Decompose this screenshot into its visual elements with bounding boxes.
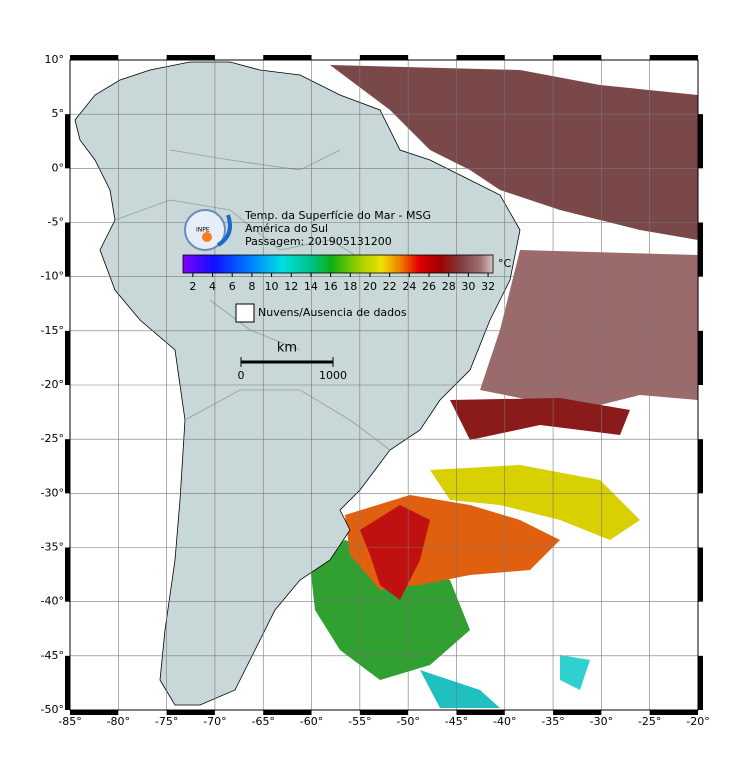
y-tick-label: -50° — [41, 703, 64, 716]
border-segment — [456, 710, 505, 715]
border-segment — [698, 114, 703, 169]
colorbar-unit: °C — [498, 257, 512, 270]
border-segment — [65, 655, 70, 710]
y-tick-label: -15° — [41, 324, 64, 337]
y-tick-label: 10° — [45, 53, 65, 66]
border-segment — [698, 547, 703, 602]
colorbar-tick-label: 14 — [304, 280, 318, 293]
border-segment — [166, 55, 215, 60]
title-line: Passagem: 201905131200 — [245, 235, 392, 248]
colorbar-tick-label: 4 — [209, 280, 216, 293]
x-tick-label: -30° — [590, 715, 613, 728]
x-tick-label: -45° — [445, 715, 468, 728]
x-tick-label: -25° — [638, 715, 661, 728]
border-segment — [65, 222, 70, 277]
colorbar-tick-label: 16 — [324, 280, 338, 293]
colorbar-ramp — [182, 254, 494, 274]
x-tick-label: -40° — [493, 715, 516, 728]
y-tick-label: -40° — [41, 595, 64, 608]
border-segment — [456, 55, 505, 60]
logo: INPE — [184, 209, 232, 251]
border-segment — [263, 710, 312, 715]
colorbar-tick-label: 32 — [481, 280, 495, 293]
legend-label: Nuvens/Ausencia de dados — [258, 306, 407, 319]
border-segment — [553, 55, 602, 60]
scale-unit: km — [277, 341, 297, 356]
x-tick-label: -35° — [541, 715, 564, 728]
colorbar-tick-label: 8 — [248, 280, 255, 293]
sst-yellow — [430, 465, 640, 540]
x-tick-label: -50° — [396, 715, 419, 728]
border-segment — [65, 547, 70, 602]
colorbar-tick-label: 2 — [189, 280, 196, 293]
borders — [114, 149, 391, 451]
border-segment — [65, 114, 70, 169]
sst-red-core — [360, 505, 430, 600]
y-tick-label: 5° — [52, 107, 65, 120]
colorbar-tick-label: 18 — [343, 280, 357, 293]
scale-label: 0 — [238, 369, 245, 382]
title-line: América do Sul — [245, 222, 328, 235]
x-tick-label: -75° — [155, 715, 178, 728]
border-segment — [166, 710, 215, 715]
x-tick-label: -70° — [203, 715, 226, 728]
colorbar-tick-label: 28 — [442, 280, 456, 293]
legend-swatch — [235, 303, 255, 323]
y-tick-label: -10° — [41, 270, 64, 283]
x-tick-label: -85° — [58, 715, 81, 728]
y-tick-label: -5° — [48, 216, 64, 229]
colorbar-tick-label: 12 — [284, 280, 298, 293]
scale-bar — [240, 357, 334, 367]
colorbar-tick-label: 24 — [402, 280, 416, 293]
y-tick-label: -25° — [41, 432, 64, 445]
colorbar-tick-label: 6 — [229, 280, 236, 293]
border-segment — [263, 55, 312, 60]
logo-text: INPE — [196, 227, 210, 234]
border-segment — [698, 439, 703, 494]
y-tick-label: 0° — [52, 161, 65, 174]
colorbar-tick-label: 26 — [422, 280, 436, 293]
border-segment — [70, 55, 119, 60]
x-tick-label: -80° — [107, 715, 130, 728]
y-tick-label: -30° — [41, 486, 64, 499]
y-tick-label: -35° — [41, 541, 64, 554]
border-segment — [359, 55, 409, 60]
sst-cyan — [420, 670, 500, 708]
map-border — [65, 55, 703, 715]
x-tick-label: -60° — [300, 715, 323, 728]
x-tick-label: -55° — [348, 715, 371, 728]
border-segment — [553, 710, 602, 715]
border-segment — [65, 439, 70, 494]
border-segment — [359, 710, 409, 715]
y-tick-label: -45° — [41, 649, 64, 662]
colorbar-tick-label: 20 — [363, 280, 377, 293]
colorbar — [182, 254, 494, 277]
border-segment — [649, 710, 698, 715]
colorbar-tick-label: 10 — [265, 280, 279, 293]
sst-red — [450, 398, 630, 440]
border-segment — [649, 55, 698, 60]
colorbar-tick-label: 30 — [461, 280, 475, 293]
border-segment — [70, 710, 119, 715]
colorbar-tick-label: 22 — [383, 280, 397, 293]
sst-warm-north — [330, 65, 698, 240]
y-tick-label: -20° — [41, 378, 64, 391]
border-segment — [698, 222, 703, 277]
border-segment — [698, 655, 703, 710]
sst-warm-east — [480, 250, 698, 410]
title-line: Temp. da Superfície do Mar - MSG — [244, 209, 431, 222]
border-segment — [698, 330, 703, 385]
scale-label: 1000 — [319, 369, 347, 382]
x-tick-label: -20° — [686, 715, 709, 728]
x-tick-label: -65° — [251, 715, 274, 728]
border-segment — [65, 330, 70, 385]
sst-cyan-east — [560, 655, 590, 690]
